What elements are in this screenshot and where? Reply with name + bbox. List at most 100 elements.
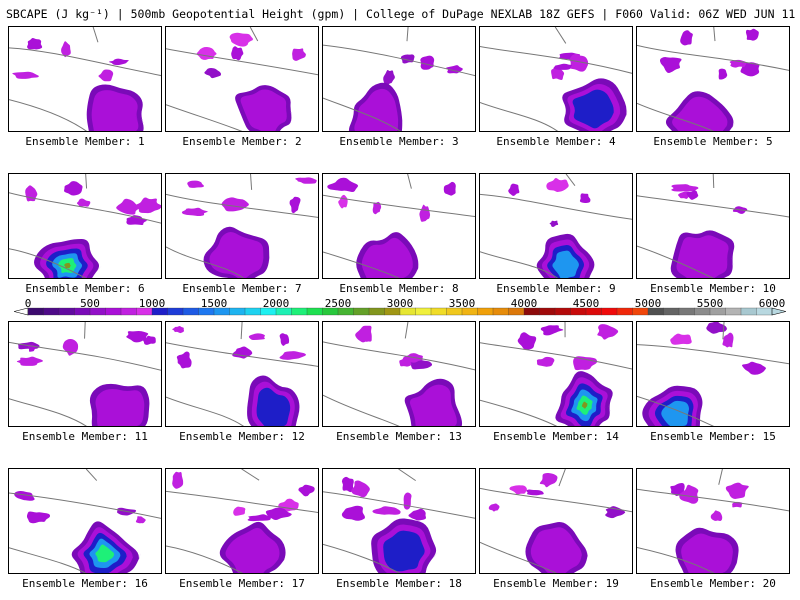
boundary-line bbox=[323, 394, 400, 426]
boundary-line bbox=[166, 246, 244, 278]
cape-contour bbox=[229, 32, 254, 47]
boundary-line bbox=[92, 27, 99, 43]
ensemble-panel bbox=[636, 468, 790, 574]
cape-contour bbox=[240, 89, 288, 131]
boundary-line bbox=[166, 104, 243, 131]
boundary-line bbox=[406, 27, 409, 42]
boundary-line bbox=[480, 342, 632, 370]
cape-contour bbox=[176, 351, 192, 369]
cape-contour bbox=[225, 527, 281, 573]
ensemble-member-label: Ensemble Member: 18 bbox=[336, 577, 462, 590]
ensemble-panel bbox=[165, 321, 319, 427]
colorbar-tick-label: 4000 bbox=[510, 297, 538, 310]
cape-contour bbox=[745, 28, 759, 41]
ensemble-member-label: Ensemble Member: 3 bbox=[339, 135, 459, 148]
colorbar-swatch bbox=[291, 307, 308, 316]
colorbar-swatch bbox=[725, 307, 742, 316]
cape-map bbox=[166, 322, 318, 426]
boundary-line bbox=[323, 97, 401, 131]
cape-contour bbox=[26, 511, 51, 524]
ensemble-panel bbox=[479, 173, 633, 279]
cape-contour bbox=[232, 346, 253, 359]
cape-contour bbox=[16, 356, 44, 366]
cape-contour bbox=[539, 472, 558, 488]
ensemble-member-label: Ensemble Member: 10 bbox=[650, 282, 776, 295]
boundary-line bbox=[480, 541, 558, 573]
cape-contour bbox=[196, 46, 218, 60]
cape-map bbox=[166, 27, 318, 131]
cape-map bbox=[480, 174, 632, 278]
boundary-line bbox=[84, 322, 86, 339]
ensemble-member-label: Ensemble Member: 4 bbox=[496, 135, 616, 148]
cape-contour bbox=[659, 57, 682, 73]
cape-contour bbox=[686, 190, 699, 200]
cape-contour bbox=[383, 69, 396, 87]
cape-map bbox=[637, 174, 789, 278]
cape-contour bbox=[61, 41, 71, 58]
boundary-line bbox=[9, 47, 161, 77]
colorbar-swatch bbox=[678, 307, 695, 316]
cape-contour bbox=[204, 68, 222, 79]
boundary-line bbox=[323, 543, 401, 573]
cape-contour bbox=[221, 197, 250, 212]
colorbar-swatch bbox=[368, 307, 385, 316]
boundary-line bbox=[713, 27, 716, 42]
cape-contour bbox=[292, 48, 307, 61]
boundary-line bbox=[323, 251, 400, 278]
cape-contour bbox=[443, 181, 456, 196]
cape-contour bbox=[295, 177, 318, 184]
ensemble-member-label: Ensemble Member: 15 bbox=[650, 430, 776, 443]
cape-contour bbox=[597, 324, 620, 340]
cape-contour bbox=[725, 482, 749, 499]
colorbar-max-arrow bbox=[771, 307, 786, 316]
boundary-line bbox=[323, 341, 475, 371]
colorbar-swatch bbox=[740, 307, 757, 316]
ensemble-panel bbox=[322, 321, 476, 427]
cape-map bbox=[323, 174, 475, 278]
cape-contour bbox=[64, 262, 71, 269]
boundary-line bbox=[85, 174, 88, 189]
boundary-line bbox=[166, 48, 318, 76]
cape-contour bbox=[231, 46, 244, 61]
cape-contour bbox=[355, 325, 372, 343]
colorbar-tick-label: 2500 bbox=[324, 297, 352, 310]
cape-map bbox=[166, 469, 318, 573]
ensemble-panel bbox=[165, 173, 319, 279]
ensemble-member-label: Ensemble Member: 11 bbox=[22, 430, 148, 443]
boundary-line bbox=[166, 545, 244, 573]
cape-contour bbox=[605, 506, 626, 519]
cape-map bbox=[323, 469, 475, 573]
colorbar-tick-label: 5500 bbox=[696, 297, 724, 310]
colorbar-swatch bbox=[105, 307, 122, 316]
ensemble-panel bbox=[479, 468, 633, 574]
cape-map bbox=[323, 322, 475, 426]
boundary-line bbox=[166, 490, 318, 513]
colorbar-swatch bbox=[601, 307, 618, 316]
boundary-line bbox=[480, 45, 632, 74]
cape-contour bbox=[680, 30, 693, 46]
cape-contour bbox=[172, 471, 184, 489]
ensemble-member-label: Ensemble Member: 17 bbox=[179, 577, 305, 590]
boundary-line bbox=[480, 399, 558, 426]
colorbar-tick-label: 5000 bbox=[634, 297, 662, 310]
boundary-line bbox=[9, 192, 161, 224]
cape-contour bbox=[279, 351, 307, 360]
colorbar-swatch bbox=[554, 307, 571, 316]
cape-contour bbox=[126, 215, 149, 225]
cape-contour bbox=[718, 68, 728, 80]
ensemble-member-label: Ensemble Member: 1 bbox=[25, 135, 145, 148]
boundary-line bbox=[323, 491, 475, 519]
cape-contour bbox=[279, 333, 290, 346]
cape-contour bbox=[209, 231, 264, 278]
ensemble-member-label: Ensemble Member: 6 bbox=[25, 282, 145, 295]
boundary-line bbox=[480, 487, 632, 513]
ensemble-panel bbox=[636, 173, 790, 279]
boundary-line bbox=[637, 395, 714, 426]
boundary-line bbox=[565, 174, 576, 187]
cape-contour bbox=[98, 69, 114, 82]
boundary-line bbox=[480, 251, 558, 278]
cape-contour bbox=[408, 508, 426, 521]
colorbar-tick-label: 4500 bbox=[572, 297, 600, 310]
colorbar-swatch bbox=[58, 307, 75, 316]
ensemble-panel bbox=[322, 26, 476, 132]
